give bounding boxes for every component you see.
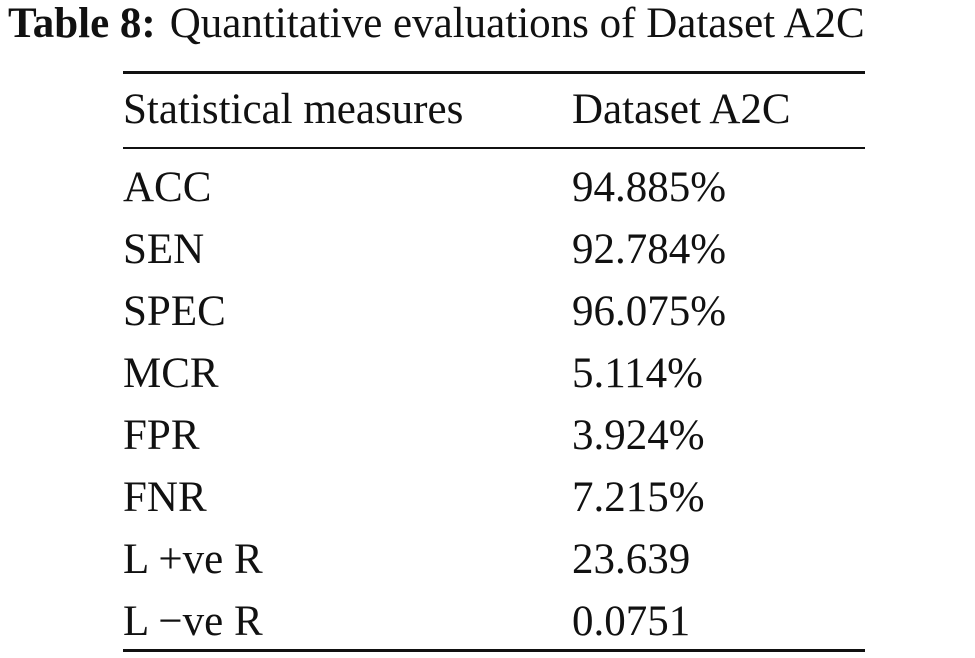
measure-cell: SPEC	[123, 288, 226, 335]
value-cell: 94.885%	[572, 164, 727, 211]
value-cell: 96.075%	[572, 288, 727, 335]
value-cell: 5.114%	[572, 350, 703, 397]
measure-cell: L +ve R	[123, 536, 263, 583]
value-cell: 7.215%	[572, 474, 705, 521]
header-rule	[123, 147, 865, 149]
bottom-rule	[123, 649, 865, 652]
header-dataset: Dataset A2C	[572, 86, 791, 133]
table-row: MCR 5.114%	[0, 348, 975, 410]
measure-cell: MCR	[123, 350, 219, 397]
measure-cell: L −ve R	[123, 598, 263, 645]
table-row: L −ve R 0.0751	[0, 596, 975, 658]
table-caption: Table 8: Quantitative evaluations of Data…	[8, 0, 865, 50]
table-row: ACC 94.885%	[0, 162, 975, 224]
value-cell: 92.784%	[572, 226, 727, 273]
header-measures: Statistical measures	[123, 86, 464, 133]
table-row: FPR 3.924%	[0, 410, 975, 472]
table-row: SEN 92.784%	[0, 224, 975, 286]
value-cell: 23.639	[572, 536, 691, 583]
measure-cell: FNR	[123, 474, 207, 521]
measure-cell: SEN	[123, 226, 205, 273]
measure-cell: FPR	[123, 412, 200, 459]
table-body: ACC 94.885% SEN 92.784% SPEC 96.075% MCR…	[0, 162, 975, 658]
caption-title: Quantitative evaluations of Dataset A2C	[169, 0, 865, 47]
value-cell: 0.0751	[572, 598, 691, 645]
table-row: L +ve R 23.639	[0, 534, 975, 596]
top-rule	[123, 71, 865, 74]
caption-label: Table 8:	[8, 0, 156, 47]
table-row: SPEC 96.075%	[0, 286, 975, 348]
value-cell: 3.924%	[572, 412, 705, 459]
table-row: FNR 7.215%	[0, 472, 975, 534]
measure-cell: ACC	[123, 164, 212, 211]
